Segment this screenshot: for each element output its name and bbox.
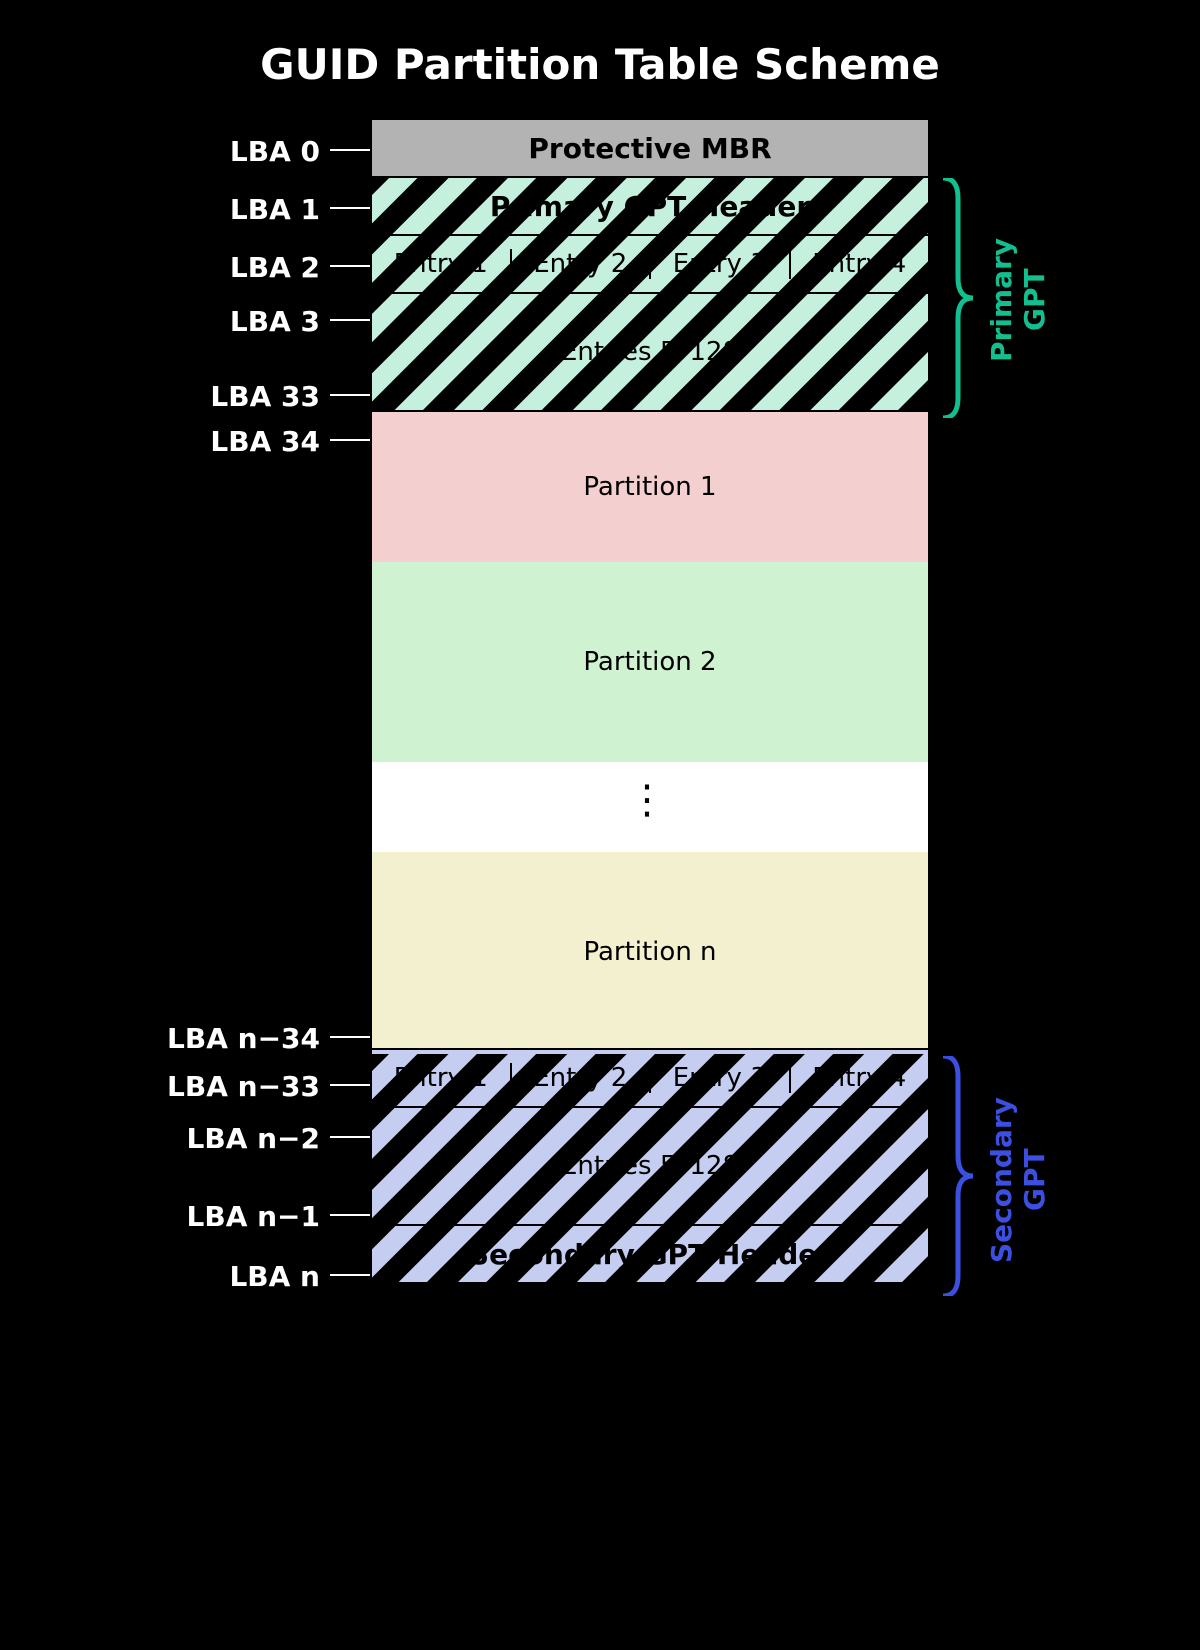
- lba-ticks-icon: [330, 120, 372, 1320]
- lba-n1: LBA n−1: [100, 1200, 320, 1233]
- secondary-header-label: Secondary GPT Header: [469, 1238, 831, 1271]
- primary-entries-rest-label: Entries 5–128: [561, 337, 739, 367]
- lba-34: LBA 34: [100, 425, 320, 458]
- row-primary-entries-rest: Entries 5–128: [370, 292, 930, 412]
- lba-0: LBA 0: [100, 135, 320, 168]
- primary-entry-4: Entry 4: [791, 249, 929, 279]
- primary-header-label: Primary GPT Header: [490, 190, 810, 223]
- secondary-entry-4: Entry 4: [791, 1063, 929, 1093]
- block-stack: Protective MBR Primary GPT Header Entry …: [370, 120, 930, 1284]
- row-primary-header: Primary GPT Header: [370, 176, 930, 236]
- row-primary-entries-1-4: Entry 1 Entry 2 Entry 3 Entry 4: [370, 234, 930, 294]
- partition-n-label: Partition n: [372, 937, 928, 967]
- partitions-block: Partition 1 Partition 2 ⋮ Partition n: [370, 410, 930, 1050]
- secondary-entry-3: Entry 3: [651, 1063, 791, 1093]
- primary-entry-3: Entry 3: [651, 249, 791, 279]
- secondary-entry-1: Entry 1: [372, 1063, 512, 1093]
- row-secondary-entries-1-4: Entry 1 Entry 2 Entry 3 Entry 4: [370, 1048, 930, 1108]
- primary-brace-icon: [938, 178, 978, 418]
- secondary-entries-rest-label: Entries 5–128: [561, 1151, 739, 1181]
- lba-n2: LBA n−2: [100, 1122, 320, 1155]
- row-secondary-header: Secondary GPT Header: [370, 1224, 930, 1284]
- diagram-title: GUID Partition Table Scheme: [0, 40, 1200, 89]
- row-secondary-entries-rest: Entries 5–128: [370, 1106, 930, 1226]
- lba-n: LBA n: [100, 1260, 320, 1293]
- lba-1: LBA 1: [100, 193, 320, 226]
- partition-1-label: Partition 1: [372, 472, 928, 502]
- secondary-brace-icon: [938, 1056, 978, 1296]
- lba-33: LBA 33: [100, 380, 320, 413]
- secondary-gpt-label: Secondary GPT: [985, 1070, 1051, 1290]
- secondary-entry-2: Entry 2: [512, 1063, 652, 1093]
- primary-gpt-label: Primary GPT: [985, 210, 1051, 390]
- lba-n34: LBA n−34: [100, 1022, 320, 1055]
- lba-2: LBA 2: [100, 251, 320, 284]
- partition-dots: ⋮: [372, 777, 928, 823]
- partition-2-label: Partition 2: [372, 647, 928, 677]
- lba-n33: LBA n−33: [100, 1070, 320, 1103]
- primary-entry-2: Entry 2: [512, 249, 652, 279]
- row-protective-mbr: Protective MBR: [370, 118, 930, 178]
- lba-3: LBA 3: [100, 305, 320, 338]
- mbr-label: Protective MBR: [528, 132, 771, 165]
- primary-entry-1: Entry 1: [372, 249, 512, 279]
